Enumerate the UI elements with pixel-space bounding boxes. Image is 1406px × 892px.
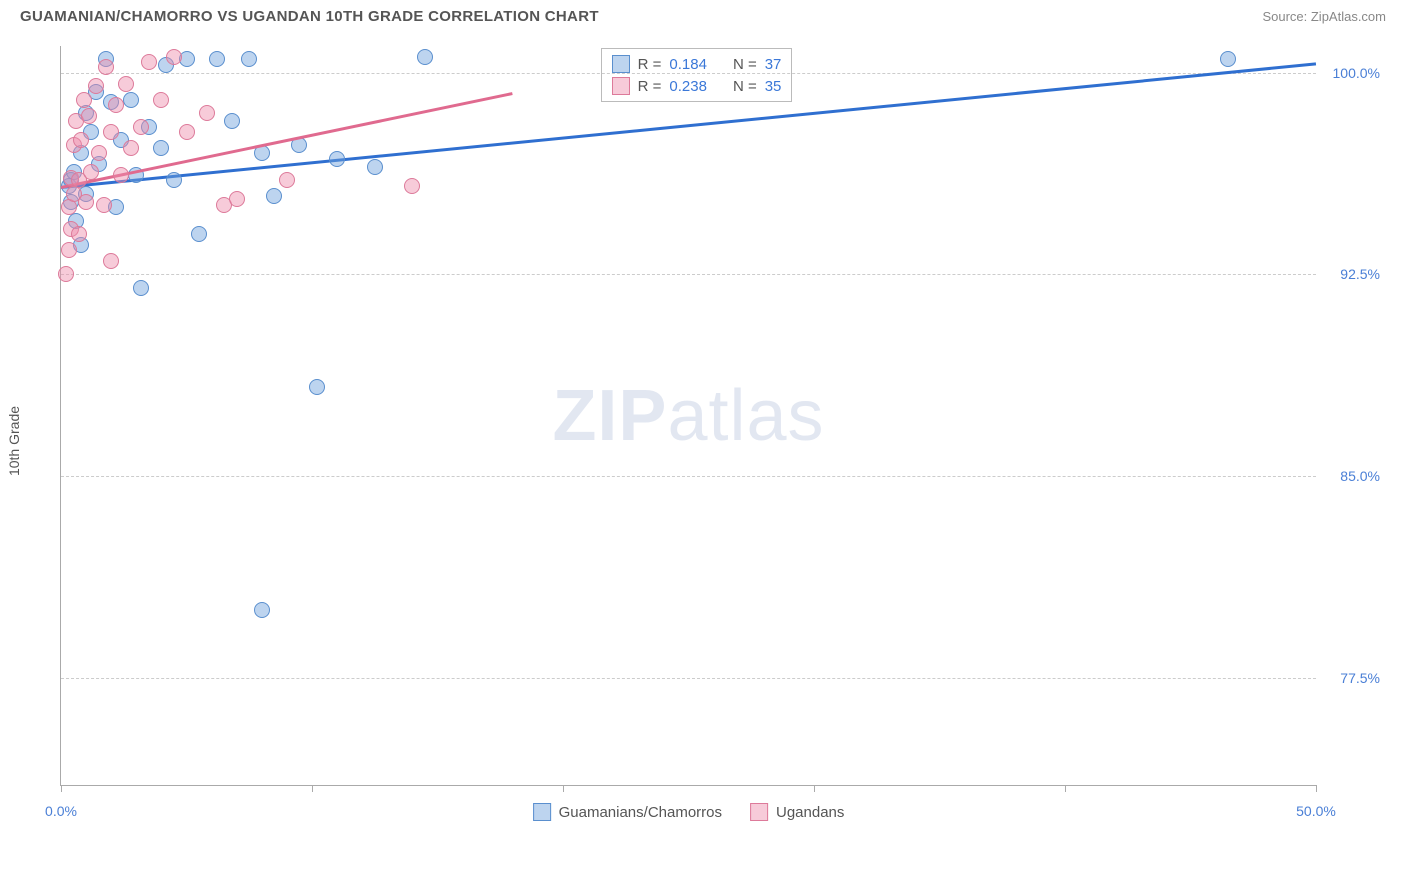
point-series-1: [96, 197, 112, 213]
swatch-series-1-b: [750, 803, 768, 821]
point-series-0: [123, 92, 139, 108]
point-series-1: [73, 132, 89, 148]
x-tick-label: 0.0%: [45, 803, 77, 819]
legend-stats-row-0: R = 0.184 N = 37: [612, 53, 782, 75]
point-series-1: [61, 242, 77, 258]
point-series-0: [153, 140, 169, 156]
point-series-1: [88, 78, 104, 94]
point-series-0: [241, 51, 257, 67]
legend-bottom: Guamanians/Chamorros Ugandans: [533, 803, 845, 821]
point-series-1: [153, 92, 169, 108]
gridline-h: [61, 476, 1316, 477]
chart-title: GUAMANIAN/CHAMORRO VS UGANDAN 10TH GRADE…: [20, 8, 599, 25]
point-series-0: [224, 113, 240, 129]
y-tick-label: 77.5%: [1340, 670, 1380, 686]
x-tick-mark: [563, 785, 564, 792]
point-series-1: [83, 164, 99, 180]
swatch-series-0-b: [533, 803, 551, 821]
gridline-h: [61, 73, 1316, 74]
point-series-1: [118, 76, 134, 92]
source-link[interactable]: ZipAtlas.com: [1311, 9, 1386, 24]
point-series-1: [78, 194, 94, 210]
point-series-1: [229, 191, 245, 207]
point-series-0: [367, 159, 383, 175]
x-tick-mark: [1316, 785, 1317, 792]
point-series-1: [103, 124, 119, 140]
swatch-series-1: [612, 77, 630, 95]
point-series-1: [133, 119, 149, 135]
point-series-1: [103, 253, 119, 269]
point-series-1: [91, 145, 107, 161]
x-tick-mark: [814, 785, 815, 792]
point-series-0: [266, 188, 282, 204]
y-tick-label: 100.0%: [1333, 65, 1380, 81]
point-series-1: [166, 49, 182, 65]
swatch-series-0: [612, 55, 630, 73]
point-series-0: [209, 51, 225, 67]
watermark: ZIPatlas: [552, 375, 824, 457]
gridline-h: [61, 678, 1316, 679]
x-tick-mark: [312, 785, 313, 792]
point-series-0: [329, 151, 345, 167]
plot-area: ZIPatlas R = 0.184 N = 37 R = 0.238 N = …: [60, 46, 1316, 786]
legend-item-0: Guamanians/Chamorros: [533, 803, 722, 821]
point-series-1: [279, 172, 295, 188]
point-series-1: [98, 59, 114, 75]
x-tick-mark: [61, 785, 62, 792]
point-series-1: [108, 97, 124, 113]
point-series-0: [133, 280, 149, 296]
point-series-0: [166, 172, 182, 188]
point-series-1: [113, 167, 129, 183]
legend-stats-row-1: R = 0.238 N = 35: [612, 75, 782, 97]
x-tick-label: 50.0%: [1296, 803, 1336, 819]
source-label: Source: ZipAtlas.com: [1262, 9, 1386, 24]
legend-item-1: Ugandans: [750, 803, 844, 821]
point-series-1: [179, 124, 195, 140]
point-series-0: [309, 379, 325, 395]
point-series-1: [123, 140, 139, 156]
point-series-1: [404, 178, 420, 194]
point-series-1: [199, 105, 215, 121]
point-series-1: [81, 108, 97, 124]
point-series-0: [254, 602, 270, 618]
point-series-0: [191, 226, 207, 242]
point-series-1: [76, 92, 92, 108]
point-series-1: [58, 266, 74, 282]
point-series-1: [141, 54, 157, 70]
x-tick-mark: [1065, 785, 1066, 792]
y-tick-label: 85.0%: [1340, 468, 1380, 484]
y-axis-label: 10th Grade: [6, 406, 22, 476]
chart-container: 10th Grade ZIPatlas R = 0.184 N = 37 R =…: [20, 36, 1386, 846]
gridline-h: [61, 274, 1316, 275]
point-series-0: [417, 49, 433, 65]
legend-stats: R = 0.184 N = 37 R = 0.238 N = 35: [601, 48, 793, 102]
point-series-0: [1220, 51, 1236, 67]
y-tick-label: 92.5%: [1340, 266, 1380, 282]
point-series-1: [71, 226, 87, 242]
header: GUAMANIAN/CHAMORRO VS UGANDAN 10TH GRADE…: [0, 0, 1406, 29]
